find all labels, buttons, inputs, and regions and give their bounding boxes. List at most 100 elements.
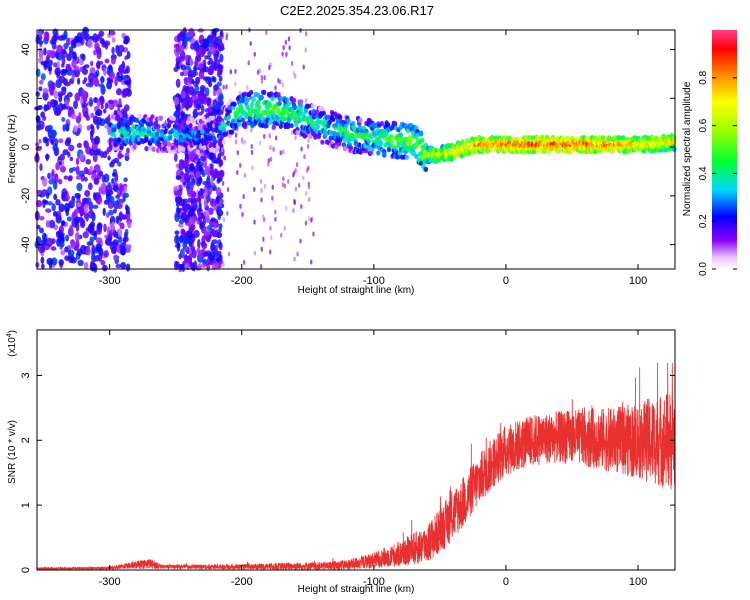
noise-cell: [263, 133, 266, 139]
ridge-cell: [323, 131, 329, 137]
noise-cell: [225, 84, 228, 90]
noise-cell: [42, 88, 49, 94]
noise-cell: [188, 155, 194, 160]
spectrogram-frame: [36, 29, 676, 270]
noise-cell: [176, 33, 182, 42]
noise-cell: [96, 49, 102, 60]
ridge-cell: [257, 104, 262, 110]
noise-cell: [104, 102, 109, 110]
ridge-cell: [133, 130, 139, 136]
noise-cell: [176, 110, 181, 117]
ridge-cell: [245, 105, 250, 111]
noise-cell: [117, 44, 125, 53]
ridge-cell: [298, 99, 304, 105]
ridge-cell: [523, 149, 528, 155]
snr-y-tick-label: 3: [20, 372, 32, 378]
noise-cell: [184, 166, 189, 171]
snr-x-axis-label: Height of straight line (km): [298, 584, 415, 595]
noise-cell: [282, 45, 285, 51]
noise-cell: [265, 30, 268, 36]
noise-cell: [54, 67, 61, 76]
noise-cell: [222, 262, 225, 268]
noise-cell: [39, 227, 45, 234]
ridge-cell: [386, 146, 392, 153]
noise-cell: [66, 37, 71, 46]
noise-cell: [42, 115, 47, 121]
noise-cell: [70, 256, 77, 264]
noise-cell: [64, 246, 69, 253]
noise-cell: [80, 173, 86, 182]
noise-cell: [59, 153, 65, 161]
noise-cell: [55, 177, 60, 182]
noise-cell: [38, 86, 43, 92]
noise-cell: [180, 90, 187, 99]
noise-cell: [62, 124, 67, 132]
ridge-cell: [171, 115, 177, 122]
noise-cell: [263, 75, 266, 81]
noise-cell: [48, 219, 56, 229]
noise-cell: [302, 64, 305, 70]
noise-cell: [64, 81, 71, 87]
snr-x-tick-label: 100: [629, 576, 647, 588]
noise-cell: [43, 104, 50, 111]
noise-cell: [282, 176, 285, 182]
ridge-cell: [282, 116, 287, 122]
noise-cell: [51, 257, 58, 266]
noise-cell: [307, 184, 311, 190]
noise-cell: [310, 259, 313, 265]
ridge-cell: [190, 118, 196, 124]
noise-cell: [209, 66, 213, 76]
noise-cell: [236, 170, 239, 176]
noise-cell: [71, 59, 77, 68]
noise-cell: [200, 155, 207, 162]
noise-cell: [212, 205, 217, 211]
noise-cell: [70, 39, 78, 49]
noise-cell: [178, 223, 184, 228]
noise-cell: [120, 261, 127, 270]
noise-cell: [274, 85, 277, 91]
ridge-cell: [118, 128, 123, 134]
noise-cell: [239, 203, 242, 209]
noise-cell: [259, 140, 262, 146]
colorbar-label: Normalized spectral amplitude: [682, 81, 693, 216]
noise-cell: [204, 230, 210, 236]
ridge-cell: [195, 149, 200, 155]
ridge-cell: [389, 139, 394, 145]
ridge-cell: [303, 108, 309, 114]
noise-cell: [210, 177, 214, 186]
noise-cell: [269, 156, 273, 162]
noise-cell: [219, 254, 223, 261]
noise-cell: [124, 55, 129, 60]
noise-cell: [199, 188, 204, 196]
ridge-cell: [278, 95, 284, 102]
ridge-cell: [219, 109, 224, 115]
noise-cell: [197, 263, 203, 270]
noise-cell: [249, 41, 252, 47]
noise-cell: [253, 51, 256, 57]
noise-cell: [194, 60, 198, 67]
noise-cell: [213, 84, 219, 91]
noise-cell: [260, 78, 264, 84]
noise-cell: [73, 100, 78, 110]
noise-cell: [88, 97, 94, 107]
noise-cell: [247, 60, 250, 66]
noise-cell: [173, 185, 180, 191]
svg-text:(x104): (x104): [6, 330, 18, 357]
noise-cell: [175, 175, 182, 181]
noise-cell: [116, 198, 123, 203]
noise-cell: [46, 237, 53, 248]
noise-cell: [99, 118, 106, 127]
ridge-cell: [259, 114, 265, 120]
noise-cell: [242, 259, 246, 265]
noise-cell: [250, 144, 254, 150]
noise-cell: [198, 63, 204, 70]
noise-cell: [96, 222, 103, 230]
ridge-cell: [342, 146, 348, 152]
noise-cell: [103, 223, 107, 233]
ridge-cell: [226, 115, 231, 121]
ridge-cell: [314, 113, 319, 119]
noise-cell: [190, 43, 195, 50]
noise-cell: [53, 62, 58, 68]
noise-cell: [181, 229, 186, 236]
